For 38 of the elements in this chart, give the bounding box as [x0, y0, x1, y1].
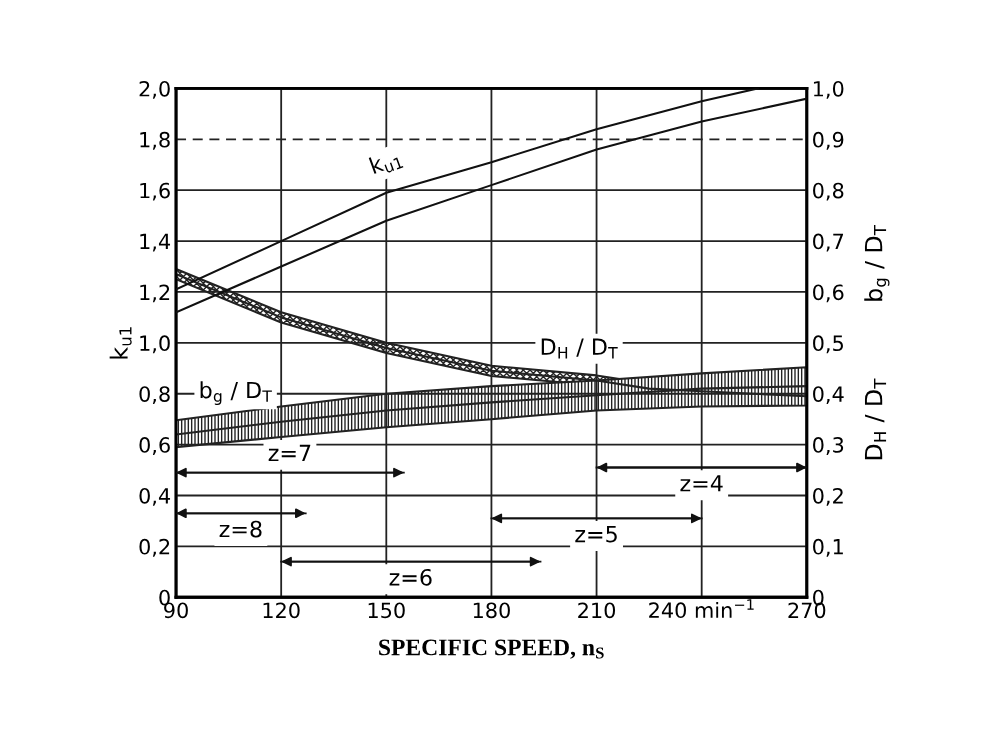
- series-label: z=6: [389, 568, 432, 586]
- y-tick-label: 1,2: [140, 284, 170, 303]
- y-tick-label: 0,8: [139, 386, 170, 405]
- text: D$_{H}$ / D$_{T}$ b$_{g}$ / D$_{T}$: [864, 224, 890, 460]
- y-tick-label: 1,6: [140, 182, 170, 201]
- y2-tick-label: 0,9: [813, 131, 844, 150]
- text: k$_{u1}$: [368, 147, 404, 178]
- y2-tick-label: 0,4: [813, 386, 844, 405]
- x-axis-title: SPECIFIC SPEED, n$_{S}$: [379, 639, 604, 659]
- y-axis-title: k$_{u1}$: [109, 327, 132, 359]
- y-tick-label: 0,4: [139, 487, 171, 506]
- series-label: z=4: [680, 475, 723, 492]
- y2-tick-label: 0,6: [813, 284, 844, 303]
- y2-tick-label: 1,0: [813, 80, 844, 99]
- x-tick-label: 120: [263, 602, 300, 619]
- y2-tick-label: 0,3: [813, 437, 844, 455]
- series-label: z=8: [219, 520, 262, 538]
- y2-tick-label: 0,1: [813, 538, 843, 557]
- series-label: D$_{H}$ / D$_{T}$: [541, 338, 618, 359]
- y2-tick-label: 0,8: [813, 182, 844, 201]
- series-label: b$_{g}$ / D$_{T}$: [200, 381, 272, 405]
- y-tick-label: 1,0: [140, 335, 170, 354]
- y-tick-label: 2,0: [139, 80, 170, 99]
- line-series: [176, 97, 807, 314]
- x-tick-label: 210: [578, 602, 616, 619]
- line-series: [176, 88, 759, 291]
- x-tick-label: 240 min$^{−1}$: [649, 599, 754, 619]
- x-tick-label: 150: [368, 602, 405, 619]
- series-label: z=7: [268, 444, 311, 462]
- x-tick-label: 180: [473, 602, 510, 619]
- y2-tick-label: 0,2: [813, 487, 843, 506]
- y2-tick-label: 0,5: [813, 335, 843, 354]
- y-tick-label: 0,2: [139, 538, 170, 557]
- y2-tick-label: 0,7: [813, 233, 844, 252]
- series-label: z=5: [575, 526, 617, 543]
- y-tick-label: 1,4: [140, 233, 171, 252]
- y-tick-label: 1,8: [140, 131, 170, 150]
- y-tick-label: 0,6: [139, 437, 170, 455]
